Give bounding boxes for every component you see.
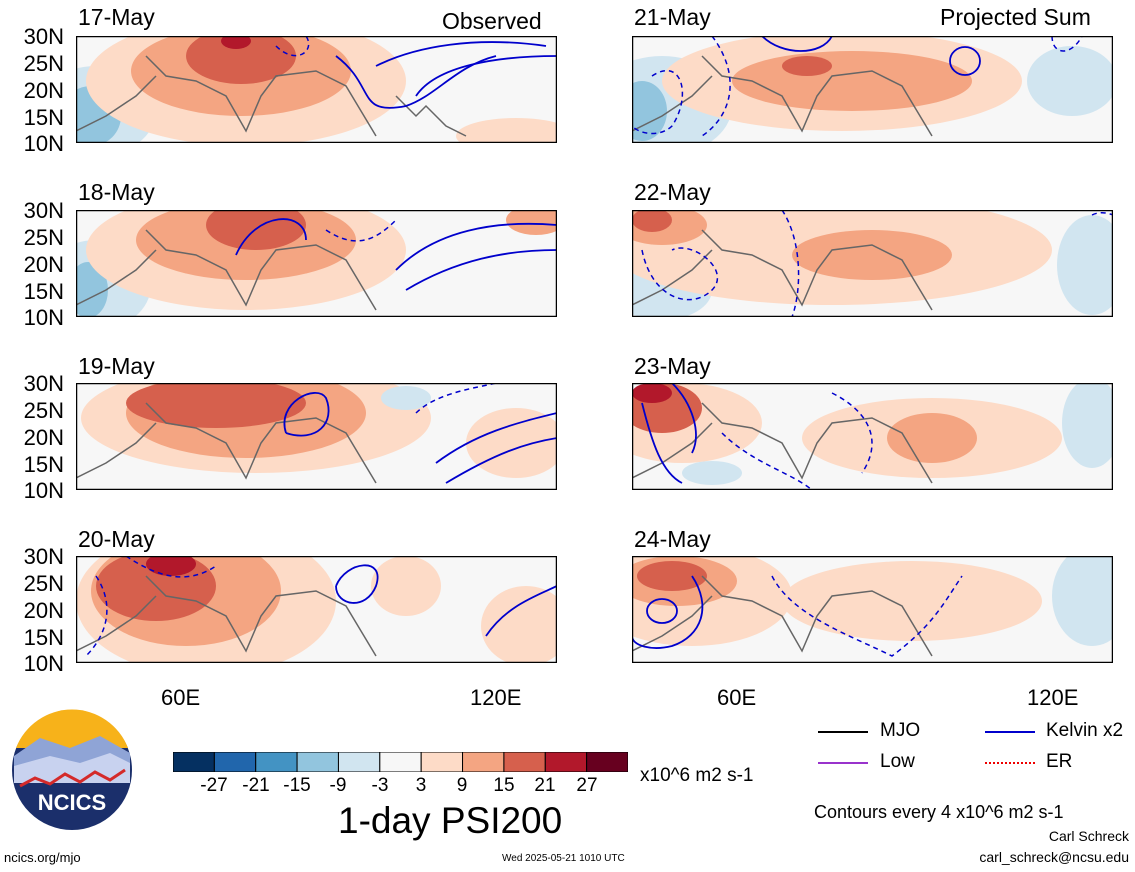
- lat-label: 10N: [23, 131, 64, 156]
- lon-label-right-120e: 120E: [1027, 685, 1079, 710]
- lat-label: 25N: [23, 225, 64, 250]
- author: Carl Schreck: [1048, 828, 1129, 844]
- lat-label: 30N: [23, 24, 64, 49]
- colorbar: [173, 752, 628, 772]
- lat-label: 15N: [23, 452, 64, 477]
- colorbar-tick-label: 15: [493, 775, 515, 796]
- colorbar-tick-label: -27: [200, 775, 228, 796]
- map-panel-21-may: [632, 36, 1113, 143]
- colorbar-tick-label: 9: [456, 775, 468, 796]
- panel-title-4: 20-May: [78, 526, 155, 552]
- lat-label: 15N: [23, 105, 64, 130]
- colorbar-tick-label: -9: [329, 775, 347, 796]
- map-panel-18-may: [76, 210, 557, 317]
- lat-label: 20N: [23, 252, 64, 277]
- lat-label: 20N: [23, 425, 64, 450]
- lat-label: 25N: [23, 398, 64, 423]
- lat-label: 30N: [23, 371, 64, 396]
- lat-label: 15N: [23, 625, 64, 650]
- author-email: carl_schreck@ncsu.edu: [979, 849, 1129, 865]
- map-panel-19-may: [76, 383, 557, 490]
- lat-label: 10N: [23, 305, 64, 330]
- legend-line-er: [985, 762, 1035, 764]
- map-panel-22-may: [632, 210, 1113, 317]
- lat-label: 10N: [23, 651, 64, 676]
- colorbar-tick-label: 21: [534, 775, 556, 796]
- legend-label-er: ER: [1046, 751, 1073, 772]
- timestamp: Wed 2025-05-21 1010 UTC: [502, 853, 625, 864]
- panel-title-6: 22-May: [634, 179, 711, 205]
- colorbar-tick-label: -3: [371, 775, 389, 796]
- lat-label: 10N: [23, 478, 64, 503]
- ncics-logo: [12, 709, 132, 830]
- plot-title: 1-day PSI200: [338, 800, 563, 841]
- lat-label: 25N: [23, 51, 64, 76]
- column-header-observed: Observed: [442, 8, 542, 34]
- map-panel-23-may: [632, 383, 1113, 490]
- colorbar-swatch: [586, 752, 628, 772]
- colorbar-tick-label: 3: [415, 775, 427, 796]
- colorbar-swatch: [173, 752, 215, 772]
- panel-title-8: 24-May: [634, 526, 711, 552]
- colorbar-swatch: [337, 752, 381, 772]
- contour-note: Contours every 4 x10^6 m2 s-1: [814, 802, 1064, 822]
- lat-label: 25N: [23, 571, 64, 596]
- colorbar-swatch: [296, 752, 339, 772]
- panel-title-1: 17-May: [78, 4, 155, 30]
- colorbar-tick-label: -15: [283, 775, 311, 796]
- map-panel-17-may: [76, 36, 557, 143]
- legend-line-mjo: [818, 731, 868, 733]
- lon-label-right-60e: 60E: [717, 685, 757, 710]
- colorbar-units: x10^6 m2 s-1: [640, 765, 754, 786]
- colorbar-tick-label: 27: [576, 775, 598, 796]
- colorbar-swatch: [420, 752, 464, 772]
- colorbar-swatch: [544, 752, 588, 772]
- panel-title-2: 18-May: [78, 179, 155, 205]
- legend-label-kelvin: Kelvin x2: [1046, 720, 1124, 741]
- lat-label: 20N: [23, 598, 64, 623]
- lat-label: 30N: [23, 198, 64, 223]
- colorbar-swatch: [255, 752, 298, 772]
- colorbar-swatch: [462, 752, 505, 772]
- map-panel-24-may: [632, 556, 1113, 663]
- colorbar-swatch: [213, 752, 257, 772]
- lat-label: 15N: [23, 279, 64, 304]
- lat-label: 30N: [23, 544, 64, 569]
- panel-title-3: 19-May: [78, 353, 155, 379]
- column-header-projected: Projected Sum: [940, 4, 1091, 30]
- site-url: ncics.org/mjo: [4, 850, 81, 865]
- map-panel-20-may: [76, 556, 557, 663]
- colorbar-swatch: [503, 752, 546, 772]
- logo-text: NCICS: [37, 790, 107, 815]
- colorbar-tick-label: -21: [242, 775, 270, 796]
- legend-label-mjo: MJO: [880, 720, 921, 741]
- lon-label-left-120e: 120E: [470, 685, 522, 710]
- panel-title-5: 21-May: [634, 4, 711, 30]
- legend-line-low: [818, 762, 868, 764]
- legend-line-kelvin: [985, 731, 1035, 733]
- legend-label-low: Low: [880, 751, 915, 772]
- lat-label: 20N: [23, 78, 64, 103]
- colorbar-swatch: [379, 752, 422, 772]
- lon-label-left-60e: 60E: [161, 685, 201, 710]
- panel-title-7: 23-May: [634, 353, 711, 379]
